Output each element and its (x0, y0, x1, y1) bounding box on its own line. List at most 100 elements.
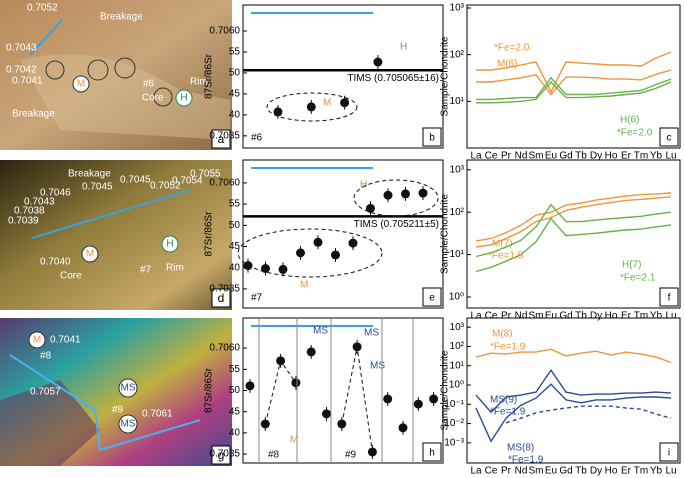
plot-frame (466, 317, 681, 464)
photo-label: 0.7052 (27, 3, 58, 14)
point (373, 57, 383, 67)
series-line (476, 51, 672, 94)
x-tick-label: Nd (515, 151, 528, 162)
annotation: *Fe=2.0 (494, 43, 530, 54)
series-line (475, 203, 672, 258)
grain (0, 380, 100, 466)
y-tick-label: 50 (229, 220, 241, 231)
panel-box (659, 287, 679, 307)
series-line (475, 368, 672, 414)
group-outline (237, 228, 383, 278)
y-tick-label: 10⁰ (449, 292, 464, 303)
marker (72, 75, 90, 93)
x-tick-label: Tm (634, 151, 648, 162)
marker (118, 378, 138, 398)
legend-label: M(7) (492, 239, 513, 250)
photo-label: Breakage (100, 12, 143, 23)
point (313, 237, 323, 247)
point (273, 107, 283, 117)
y-tick-label: 40 (229, 428, 241, 439)
x-tick-label: Lu (665, 151, 676, 162)
panel-label: b (429, 133, 435, 144)
photo-label: #9 (112, 405, 124, 416)
series-line (475, 217, 672, 273)
y-tick-label: 10¹ (450, 96, 465, 107)
panel-box (659, 442, 679, 462)
y-tick-label: 45 (229, 241, 241, 252)
photo-label: 0.7046 (40, 188, 71, 199)
x-tick-label: Yb (650, 311, 663, 322)
photo-label: M (33, 335, 41, 346)
x-tick-label: Dy (590, 151, 602, 162)
point (348, 238, 358, 248)
marker (28, 331, 46, 349)
annotation: *Fe=1.5 (488, 251, 524, 262)
plot-frame (466, 159, 681, 309)
panel-label: a (218, 132, 225, 146)
photo-label: 0.7041 (12, 76, 43, 87)
photo-label: M (86, 249, 94, 260)
x-tick-label: Dy (590, 466, 602, 477)
point (398, 423, 408, 433)
x-tick-label: Lu (665, 466, 676, 477)
panel-label: c (667, 133, 672, 144)
annotation: MS (370, 361, 385, 372)
annotation: *Fe=1.9 (508, 455, 544, 466)
panel-box (211, 288, 231, 308)
legend-label: M (323, 98, 331, 109)
x-tick-label: La (470, 311, 482, 322)
photo-label: Breakage (68, 169, 111, 180)
x-tick-label: Nd (515, 466, 528, 477)
x-tick-label: La (470, 151, 482, 162)
photo-label: 0.7045 (120, 175, 151, 186)
photo-label: 0.7055 (190, 169, 221, 180)
y-tick-label: 0.7035 (209, 449, 240, 460)
photo-label: 0.7038 (14, 206, 45, 217)
y-tick-label: 0.7060 (209, 26, 240, 37)
x-tick-label: Lu (665, 311, 676, 322)
marker (175, 89, 193, 107)
y-axis-label: Sample/Chondrite (440, 36, 451, 116)
photo-label: #7 (140, 265, 152, 276)
point (340, 98, 350, 108)
panel-box (211, 445, 231, 465)
trend-line (341, 346, 373, 453)
photo-label: 0.7043 (24, 197, 55, 208)
photo-label: Rim (166, 263, 184, 274)
photo-label: 0.7054 (172, 176, 203, 187)
x-tick-label: Er (621, 151, 632, 162)
photo-label: MS (121, 419, 136, 430)
point (322, 409, 331, 419)
point (306, 102, 316, 112)
photo-label: 0.7045 (82, 182, 113, 193)
x-tick-label: Gd (559, 151, 572, 162)
y-axis-label: 87Sr/86Sr (204, 53, 215, 99)
x-tick-label: Sm (529, 151, 544, 162)
plot-frame (242, 4, 444, 149)
photo-label: 0.7041 (50, 335, 81, 346)
y-tick-label: 10⁻³ (444, 437, 464, 448)
point (401, 189, 410, 199)
photo-label: 0.7057 (30, 387, 61, 398)
x-tick-label: Eu (545, 151, 557, 162)
photo-d: 0.7055 0.7054 0.7052 0.7045 0.7045 0.704… (0, 160, 232, 310)
y-tick-label: 55 (229, 47, 241, 58)
y-axis-label: 87Sr/86Sr (204, 367, 215, 413)
x-tick-label: Tb (575, 151, 587, 162)
y-axis-label: 87Sr/86Sr (204, 211, 215, 257)
y-tick-label: 40 (229, 262, 241, 273)
photo-label: 0.7040 (40, 257, 71, 268)
panel-label: g (218, 448, 225, 462)
photo-label: #8 (40, 351, 52, 362)
photo-label: Rim (190, 77, 208, 88)
point (366, 203, 375, 213)
photo-label: #6 (143, 79, 155, 90)
y-tick-label: 10⁰ (449, 380, 464, 391)
annotation: *Fe=1.9 (490, 342, 526, 353)
x-tick-label: Sm (529, 466, 544, 477)
arrow (29, 19, 63, 56)
x-tick-label: Tm (634, 311, 648, 322)
x-tick-label: Eu (545, 311, 557, 322)
x-tick-label: Ho (605, 311, 618, 322)
